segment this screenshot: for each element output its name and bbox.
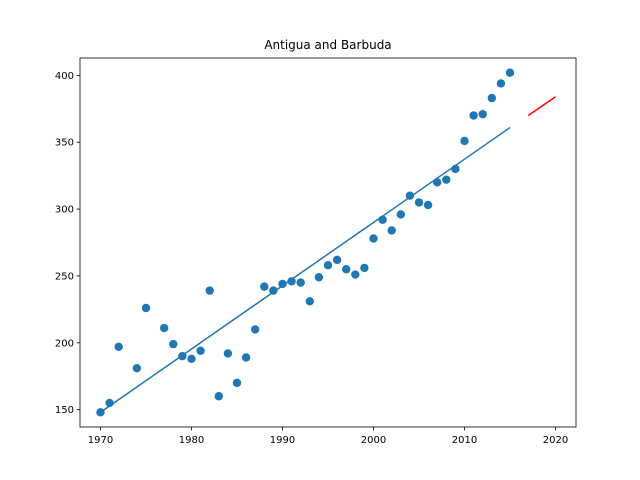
data-point <box>351 270 360 279</box>
data-point <box>250 325 260 334</box>
data-point <box>323 261 333 270</box>
data-point <box>314 273 324 282</box>
data-point <box>260 282 269 291</box>
data-point <box>414 198 424 207</box>
data-point <box>305 297 314 306</box>
y-axis: 150 200 250 300 350 400 <box>55 71 80 416</box>
data-point <box>187 354 196 364</box>
trend-line <box>100 126 511 413</box>
x-tick-label: 2010 <box>452 435 477 446</box>
forecast-line <box>527 96 556 117</box>
x-axis: 1970 1980 1990 2000 2010 2020 <box>88 427 568 446</box>
data-point <box>278 279 287 289</box>
data-point <box>360 263 369 273</box>
data-point <box>460 136 469 146</box>
data-point <box>487 93 497 103</box>
data-point <box>141 303 151 313</box>
x-tick-label: 1980 <box>179 435 204 446</box>
y-tick-label: 400 <box>55 71 74 82</box>
y-tick-label: 200 <box>55 338 74 349</box>
y-tick-label: 250 <box>55 271 74 282</box>
data-point <box>232 378 242 388</box>
data-point <box>469 111 478 120</box>
axes-frame <box>79 57 577 428</box>
data-point <box>114 342 123 351</box>
y-tick-label: 350 <box>55 138 74 149</box>
chart-title: Antigua and Barbuda <box>264 38 391 52</box>
data-point <box>342 265 351 274</box>
data-point <box>396 210 406 219</box>
data-point <box>505 68 515 77</box>
x-tick-label: 1990 <box>270 435 295 446</box>
x-tick-label: 2000 <box>361 435 386 446</box>
data-point <box>478 109 487 119</box>
data-point <box>169 339 178 349</box>
data-point <box>214 392 223 401</box>
x-tick-label: 1970 <box>88 435 113 446</box>
data-point <box>159 323 169 333</box>
data-point <box>196 346 205 355</box>
data-point <box>205 286 214 295</box>
data-point <box>387 226 396 235</box>
plot-area <box>96 68 556 417</box>
data-point <box>241 353 251 362</box>
data-point <box>223 349 233 358</box>
data-point <box>296 278 305 287</box>
y-tick-label: 150 <box>55 405 74 416</box>
data-point <box>132 363 142 373</box>
data-point <box>496 79 506 88</box>
data-point <box>442 175 451 184</box>
data-point <box>369 234 378 243</box>
y-tick-label: 300 <box>55 205 74 216</box>
x-tick-label: 2020 <box>543 435 568 446</box>
data-point <box>332 255 342 265</box>
data-point <box>287 277 296 286</box>
data-point <box>423 200 433 210</box>
